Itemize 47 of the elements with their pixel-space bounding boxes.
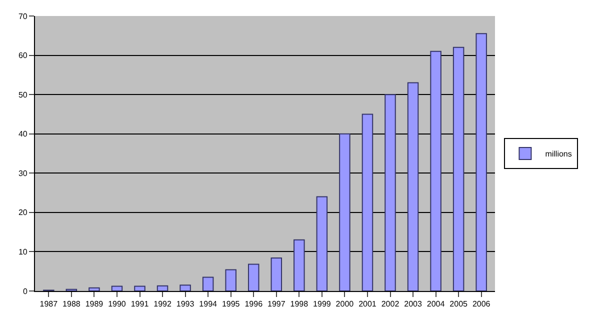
bar — [248, 264, 260, 291]
x-tick-label: 1999 — [313, 300, 332, 309]
bar — [452, 46, 464, 291]
bar — [384, 94, 396, 291]
x-tick-label: 2006 — [472, 300, 491, 309]
y-tick-label: 10 — [18, 248, 28, 257]
x-tick-label: 1998 — [290, 300, 309, 309]
x-tick-label: 1992 — [154, 300, 172, 309]
x-tick-label: 2000 — [336, 300, 354, 309]
bar — [476, 33, 487, 291]
y-tick-label: 70 — [18, 12, 28, 21]
y-tick-label: 60 — [18, 51, 28, 60]
bar — [362, 114, 374, 291]
x-tick-label: 1988 — [62, 300, 81, 309]
bar — [339, 133, 350, 291]
y-tick-label: 50 — [18, 90, 28, 100]
x-tick-label: 2005 — [450, 300, 468, 309]
x-tick-label: 2001 — [358, 300, 377, 309]
x-tick-label: 1996 — [244, 300, 264, 309]
bar — [202, 276, 214, 291]
bar — [156, 285, 168, 291]
y-tick-label: 30 — [18, 168, 28, 178]
bar — [316, 196, 328, 291]
bar — [180, 284, 191, 291]
bar — [407, 82, 419, 291]
x-tick-label: 1989 — [85, 300, 104, 309]
x-tick-label: 1993 — [176, 300, 195, 309]
x-tick-label: 2003 — [404, 300, 422, 309]
x-tick-label: 1990 — [108, 300, 126, 309]
legend-label: millions — [545, 150, 572, 159]
x-tick-label: 1987 — [40, 300, 58, 309]
bar — [111, 286, 123, 291]
x-tick-label: 2004 — [426, 300, 446, 309]
x-tick-label: 1997 — [267, 300, 286, 309]
x-tick-label: 1994 — [199, 300, 218, 309]
bar — [88, 287, 100, 291]
bar — [134, 286, 146, 291]
y-tick-label: 20 — [18, 208, 28, 218]
y-tick-label: 0 — [22, 286, 28, 296]
y-tick-label: 40 — [18, 130, 28, 139]
x-tick-label: 2002 — [381, 300, 400, 309]
bar — [430, 50, 442, 291]
x-tick-label: 1991 — [130, 300, 150, 309]
bar — [225, 269, 236, 291]
x-tick-label: 1995 — [222, 300, 240, 309]
bar — [294, 239, 305, 291]
bar — [270, 258, 282, 291]
